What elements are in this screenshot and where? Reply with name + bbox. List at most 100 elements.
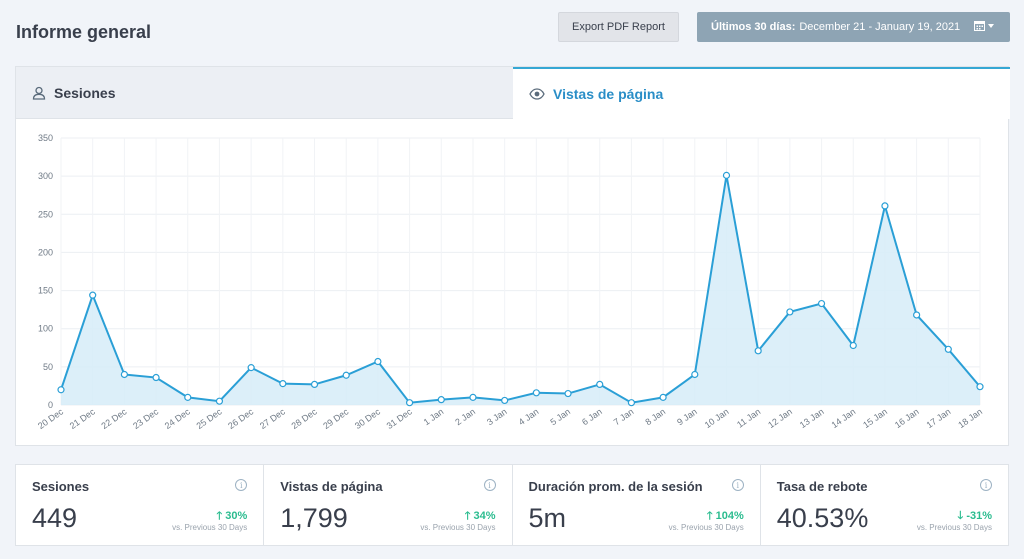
x-tick-label: 3 Jan — [485, 406, 509, 427]
data-point — [944, 345, 952, 353]
x-tick-label: 4 Jan — [517, 406, 541, 427]
tab-sessions-label: Sesiones — [54, 84, 116, 101]
stat-card-session-duration: Duración prom. de la sesión i 5m 🡑 104% … — [513, 465, 761, 545]
stat-change-value: 30% — [225, 510, 248, 522]
x-tick-label: 13 Jan — [798, 406, 826, 430]
stat-change-value: 104% — [715, 510, 744, 522]
stat-card-pageviews: Vistas de página i 1,799 🡑 34% vs. Previ… — [264, 465, 513, 545]
tab-sessions[interactable]: Sesiones — [16, 67, 513, 119]
tab-pageviews[interactable]: Vistas de página — [513, 67, 1010, 119]
data-point — [881, 202, 889, 210]
arrow-up-icon: 🡑 — [706, 510, 716, 522]
data-point — [152, 373, 160, 382]
x-tick-label: 31 Dec — [385, 406, 415, 431]
data-point — [691, 370, 699, 379]
data-point — [120, 370, 128, 379]
data-point — [57, 386, 65, 394]
stat-value: 40.53% — [776, 503, 869, 533]
data-point — [754, 347, 762, 355]
x-tick-label: 2 Jan — [453, 406, 477, 427]
y-tick-label: 250 — [38, 209, 53, 219]
date-range-button[interactable]: Últimos 30 días: December 21 - January 1… — [697, 12, 1010, 42]
x-tick-label: 27 Dec — [258, 406, 288, 431]
stat-value: 5m — [528, 503, 567, 533]
stat-compare: vs. Previous 30 Days — [668, 523, 744, 532]
info-icon[interactable]: i — [235, 479, 248, 491]
info-icon[interactable]: i — [980, 479, 992, 491]
stat-change: 🡓 -31% — [958, 507, 992, 526]
stats-cards: Sesiones i 449 🡑 30% vs. Previous 30 Day… — [15, 464, 1009, 546]
data-point — [247, 364, 255, 372]
data-point — [627, 399, 636, 407]
x-tick-label: 5 Jan — [548, 406, 572, 427]
x-tick-label: 7 Jan — [612, 406, 636, 427]
stat-title: Vistas de página — [280, 479, 383, 494]
eye-icon — [529, 88, 545, 100]
x-tick-label: 14 Jan — [830, 406, 858, 430]
page-title: Informe general — [16, 22, 152, 42]
data-point — [913, 311, 921, 319]
data-point — [564, 389, 572, 398]
series-line — [60, 175, 981, 404]
stat-change-value: 34% — [473, 510, 496, 522]
data-point — [976, 383, 984, 391]
x-tick-label: 12 Jan — [766, 406, 794, 430]
tab-pageviews-label: Vistas de página — [553, 86, 664, 102]
stat-compare: vs. Previous 30 Days — [916, 523, 992, 532]
data-point — [374, 357, 382, 366]
x-tick-label: 22 Dec — [99, 406, 129, 431]
data-point — [596, 380, 604, 389]
x-tick-label: 6 Jan — [580, 406, 604, 427]
stat-value: 1,799 — [280, 503, 348, 533]
stat-change-value: -31% — [966, 510, 992, 522]
y-tick-label: 50 — [43, 362, 53, 372]
data-point — [184, 393, 192, 401]
caret-down-icon — [988, 23, 994, 28]
data-point — [215, 397, 224, 405]
x-tick-label: 10 Jan — [703, 406, 731, 430]
data-point — [405, 399, 414, 407]
date-range-prefix: Últimos 30 días: — [711, 21, 796, 33]
stat-card-bounce-rate: Tasa de rebote i 40.53% 🡓 -31% vs. Previ… — [761, 465, 1008, 545]
data-point — [532, 389, 540, 397]
data-point — [89, 291, 97, 299]
data-point — [501, 396, 509, 405]
y-tick-label: 300 — [38, 171, 53, 181]
data-point — [786, 308, 794, 316]
data-point — [469, 393, 477, 401]
x-tick-label: 17 Jan — [925, 406, 953, 430]
x-tick-label: 23 Dec — [131, 406, 161, 431]
y-tick-label: 350 — [38, 133, 53, 143]
stat-title: Sesiones — [32, 479, 90, 494]
x-tick-label: 24 Dec — [163, 406, 193, 431]
y-tick-label: 200 — [38, 247, 53, 257]
export-pdf-button[interactable]: Export PDF Report — [558, 12, 679, 42]
calendar-icon — [974, 21, 985, 31]
info-icon[interactable]: i — [731, 479, 744, 491]
x-tick-label: 30 Dec — [353, 406, 383, 431]
x-tick-label: 25 Dec — [194, 406, 224, 431]
stat-value: 449 — [32, 503, 78, 533]
x-tick-label: 9 Jan — [675, 406, 699, 427]
stat-title: Duración prom. de la sesión — [528, 479, 703, 494]
arrow-up-icon: 🡑 — [464, 510, 474, 522]
x-tick-label: 16 Jan — [893, 406, 921, 430]
data-point — [659, 393, 667, 401]
x-tick-label: 15 Jan — [861, 406, 889, 430]
data-point — [437, 396, 445, 404]
data-point — [279, 380, 287, 388]
stat-card-sessions: Sesiones i 449 🡑 30% vs. Previous 30 Day… — [16, 465, 265, 545]
data-point — [310, 380, 319, 389]
x-tick-label: 29 Dec — [321, 406, 351, 431]
x-tick-label: 18 Jan — [956, 406, 984, 430]
stat-title: Tasa de rebote — [776, 479, 868, 494]
x-tick-label: 11 Jan — [735, 406, 762, 429]
x-tick-label: 21 Dec — [68, 406, 98, 431]
x-tick-label: 1 Jan — [422, 406, 446, 427]
x-tick-label: 8 Jan — [643, 406, 667, 427]
data-point — [849, 341, 857, 350]
data-point — [817, 299, 826, 308]
y-tick-label: 150 — [38, 286, 53, 296]
data-point — [722, 171, 731, 179]
info-icon[interactable]: i — [483, 479, 496, 491]
